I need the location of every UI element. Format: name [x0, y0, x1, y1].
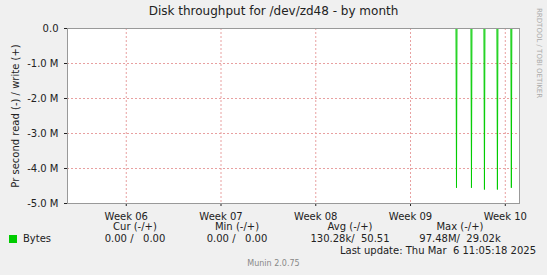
- svg-text:Week 09: Week 09: [389, 211, 432, 222]
- svg-text:Week 10: Week 10: [484, 211, 527, 222]
- html-text:Max (-/+): Max (-/+): [436, 221, 484, 232]
- svg-text:Week 08: Week 08: [294, 211, 337, 222]
- svg-text:-2.0 M: -2.0 M: [27, 93, 58, 104]
- html-text:Bytes: Bytes: [23, 233, 52, 244]
- html-text:Disk throughput for /dev/zd48: Disk throughput for /dev/zd48 - by month: [148, 4, 399, 18]
- svg-text:Week 07: Week 07: [199, 211, 242, 222]
- html-text:0.00 / 0.00: 0.00 / 0.00: [104, 233, 166, 244]
- svg-text:-1.0 M: -1.0 M: [27, 58, 58, 69]
- html-text:0.00 / 0.00: 0.00 / 0.00: [206, 233, 268, 244]
- svg-text:-5.0 M: -5.0 M: [27, 198, 58, 209]
- html-text:RRDTOOL / TOBI OETIKER: RRDTOOL / TOBI OETIKER: [535, 8, 543, 99]
- svg-text:-3.0 M: -3.0 M: [27, 128, 58, 139]
- svg-text:0.0: 0.0: [43, 23, 59, 34]
- svg-text:Pr second read (-) / write (+): Pr second read (-) / write (+): [10, 44, 21, 187]
- html-text:Cur (-/+): Cur (-/+): [113, 221, 157, 232]
- html-text:130.28k/ 50.51: 130.28k/ 50.51: [310, 233, 390, 244]
- html-text:Min (-/+): Min (-/+): [215, 221, 259, 232]
- svg-text:-4.0 M: -4.0 M: [27, 163, 58, 174]
- html-text:Last update: Thu Mar 6 11:05:1: Last update: Thu Mar 6 11:05:18 2025: [339, 245, 536, 256]
- svg-text:Week 06: Week 06: [105, 211, 148, 222]
- html-text:Munin 2.0.75: Munin 2.0.75: [247, 259, 300, 268]
- html-text:97.48M/ 29.02k: 97.48M/ 29.02k: [419, 233, 501, 244]
- html-text:Avg (-/+): Avg (-/+): [327, 221, 373, 232]
